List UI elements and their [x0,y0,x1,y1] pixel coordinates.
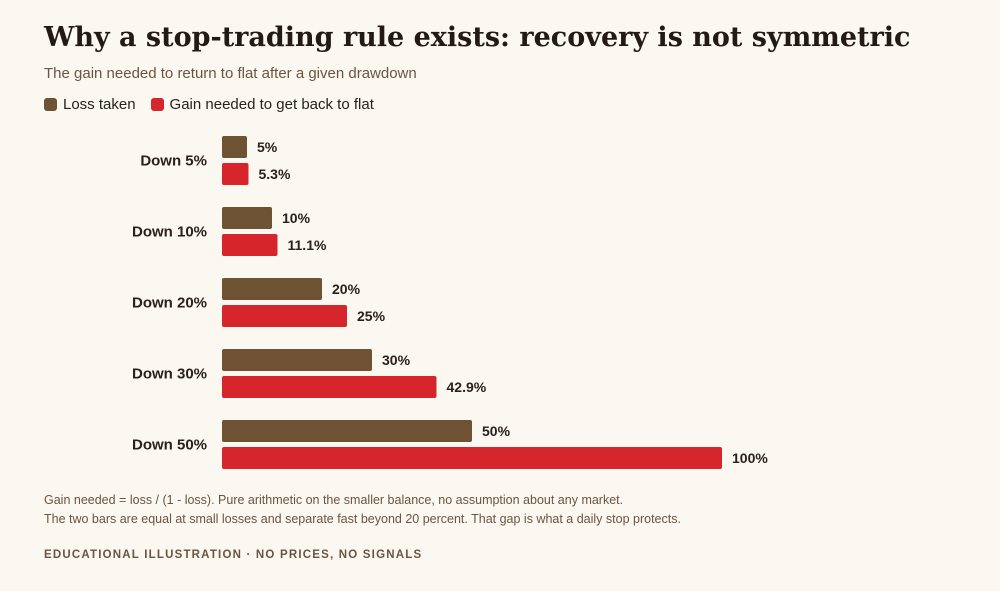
explanation-note: The two bars are equal at small losses a… [44,512,681,526]
bar-gain-down-50 [222,447,722,469]
footer-disclaimer: EDUCATIONAL ILLUSTRATION · NO PRICES, NO… [44,549,423,561]
bar-gain-down-5 [222,163,249,185]
category-label-down-5: Down 5% [140,153,207,170]
data-label-loss-down-30: 30% [382,352,411,368]
data-label-gain-down-30: 42.9% [447,379,487,395]
chart-subtitle: The gain needed to return to flat after … [44,65,417,82]
category-label-down-30: Down 30% [132,366,207,383]
data-label-gain-down-20: 25% [357,308,386,324]
bar-gain-down-30 [222,376,437,398]
legend: Loss taken Gain needed to get back to fl… [44,96,374,113]
category-label-down-50: Down 50% [132,437,207,454]
bar-loss-down-20 [222,278,322,300]
formula-note: Gain needed = loss / (1 - loss). Pure ar… [44,493,624,507]
legend-item-loss: Loss taken [44,96,136,113]
data-label-loss-down-10: 10% [282,210,311,226]
bar-loss-down-10 [222,207,272,229]
bar-gain-down-10 [222,234,278,256]
legend-swatch-loss [44,98,57,111]
bar-loss-down-50 [222,420,472,442]
data-label-loss-down-5: 5% [257,139,278,155]
category-label-down-20: Down 20% [132,295,207,312]
legend-label-gain: Gain needed to get back to flat [169,96,374,113]
bar-gain-down-20 [222,305,347,327]
data-label-gain-down-5: 5.3% [259,166,291,182]
bar-loss-down-5 [222,136,247,158]
legend-label-loss: Loss taken [63,96,136,113]
data-label-loss-down-50: 50% [482,423,511,439]
data-label-loss-down-20: 20% [332,281,361,297]
bar-loss-down-30 [222,349,372,371]
legend-item-gain: Gain needed to get back to flat [150,96,374,113]
category-label-down-10: Down 10% [132,224,207,241]
data-label-gain-down-50: 100% [732,450,768,466]
legend-swatch-gain [150,98,164,111]
data-label-gain-down-10: 11.1% [288,237,327,253]
chart-title: Why a stop-trading rule exists: recovery… [44,22,911,53]
